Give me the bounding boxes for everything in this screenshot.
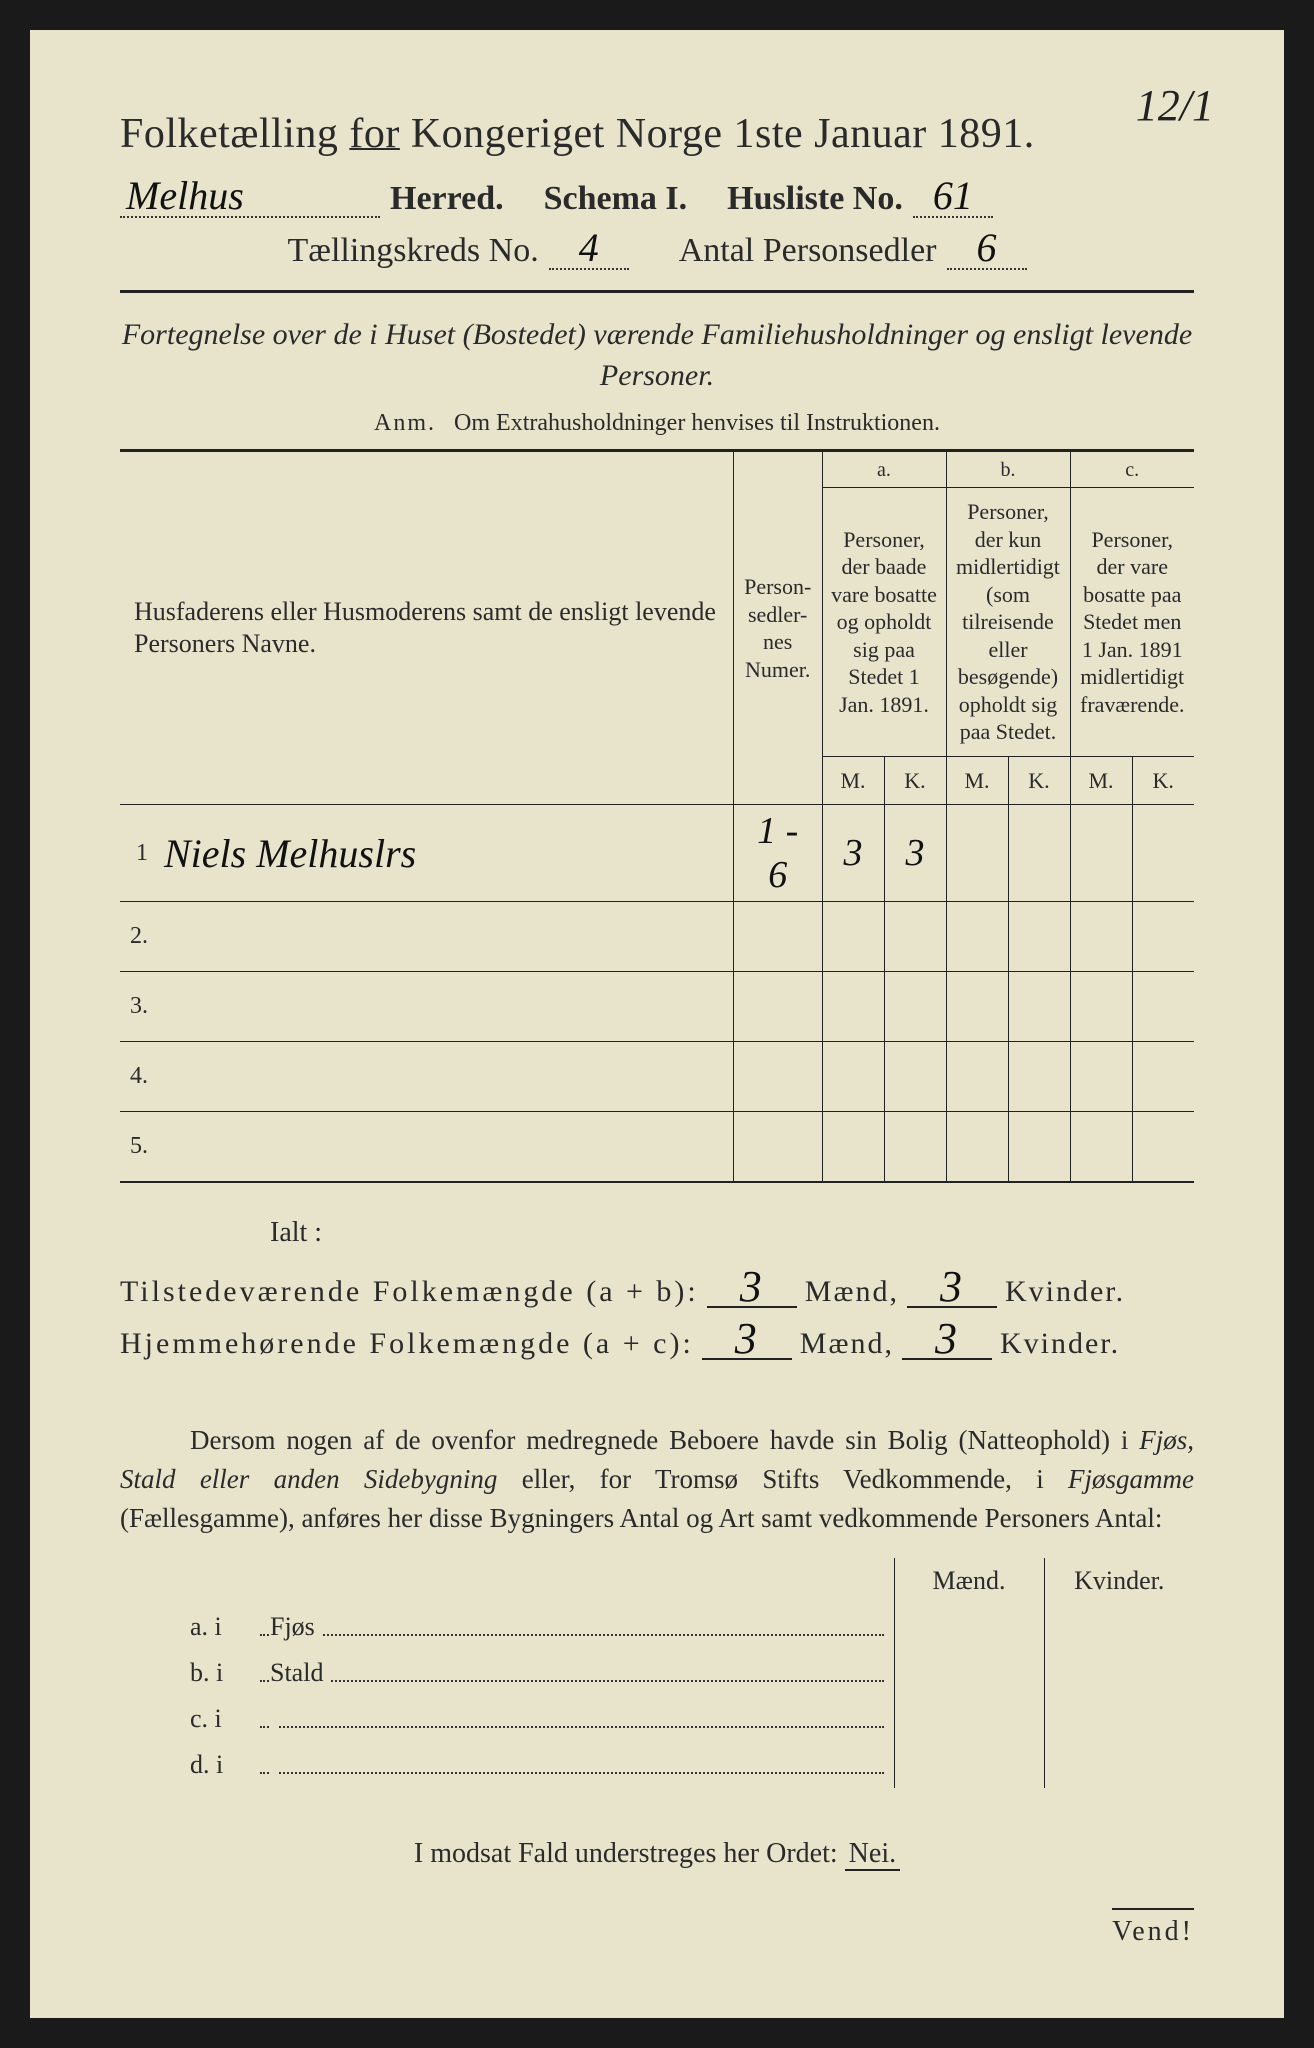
- row-a-m: 3: [822, 805, 884, 902]
- household-table: Husfaderens eller Husmoderens samt de en…: [120, 449, 1194, 1183]
- household-tbody: 1 Niels Melhuslrs 1 - 6 3 3 2. 3.: [120, 805, 1194, 1182]
- col-c-text: Personer, der vare bosatte paa Stedet me…: [1070, 488, 1194, 757]
- outbuilding-table: Mænd. Kvinder. a. i Fjøs b. i Stald c. i…: [120, 1558, 1194, 1788]
- row-c-m: [1070, 805, 1132, 902]
- nei-text: I modsat Fald understreges her Ordet:: [414, 1838, 838, 1869]
- schema-label: Schema I.: [544, 180, 688, 218]
- row-num: 1: [120, 805, 154, 902]
- row-num: 2.: [120, 902, 154, 972]
- ob-label: d. i: [120, 1742, 260, 1788]
- table-row: 1 Niels Melhuslrs 1 - 6 3 3: [120, 805, 1194, 902]
- kvinder-label: Kvinder.: [1005, 1275, 1125, 1309]
- row-name: [154, 1112, 733, 1182]
- row-name: [154, 902, 733, 972]
- line-kreds: Tællingskreds No. 4 Antal Personsedler 6: [120, 228, 1194, 270]
- maend-label: Mænd,: [800, 1327, 894, 1361]
- outbuilding-row: b. i Stald: [120, 1650, 1194, 1696]
- mk-kvinder-header: Kvinder.: [1044, 1558, 1194, 1604]
- kreds-value: 4: [549, 228, 629, 270]
- row-name: [154, 972, 733, 1042]
- herred-label: Herred.: [390, 180, 504, 218]
- row-num: 5.: [120, 1112, 154, 1182]
- antal-label: Antal Personsedler: [679, 232, 937, 270]
- divider: [120, 290, 1194, 293]
- ialt-label: Ialt :: [120, 1217, 1194, 1249]
- kreds-label: Tællingskreds No.: [288, 232, 539, 270]
- row-a-k: 3: [884, 805, 946, 902]
- totals-block: Tilstedeværende Folkemængde (a + b): 3 M…: [120, 1267, 1194, 1361]
- row-numer: [733, 902, 822, 972]
- ob-text: [260, 1742, 894, 1788]
- col-c-m: M.: [1070, 756, 1132, 805]
- anm-line: Anm. Om Extrahusholdninger henvises til …: [120, 410, 1194, 437]
- col-numer-header: Person- sedler- nes Numer.: [733, 451, 822, 805]
- nei-word: Nei.: [845, 1838, 900, 1871]
- totals-resident-m: 3: [702, 1319, 792, 1361]
- husliste-label: Husliste No.: [727, 180, 903, 218]
- row-name: Niels Melhuslrs: [154, 805, 733, 902]
- ob-text: Fjøs: [260, 1604, 894, 1650]
- col-b-label: b.: [946, 451, 1070, 488]
- col-b-text: Personer, der kun midlertidigt (som tilr…: [946, 488, 1070, 757]
- table-row: 3.: [120, 972, 1194, 1042]
- row-b-k: [1008, 805, 1070, 902]
- form-title: Folketælling for Kongeriget Norge 1ste J…: [120, 110, 1194, 158]
- vend-label: Vend!: [1112, 1908, 1194, 1948]
- title-rest: Kongeriget Norge 1ste Januar 1891.: [411, 111, 1035, 157]
- title-for: for: [349, 111, 399, 157]
- table-row: 2.: [120, 902, 1194, 972]
- kvinder-label: Kvinder.: [1000, 1327, 1120, 1361]
- ob-text: Stald: [260, 1650, 894, 1696]
- outbuilding-row: d. i: [120, 1742, 1194, 1788]
- ob-label: c. i: [120, 1696, 260, 1742]
- antal-value: 6: [947, 228, 1027, 270]
- census-form-page: 12/1 Folketælling for Kongeriget Norge 1…: [30, 30, 1284, 2018]
- col-c-label: c.: [1070, 451, 1194, 488]
- totals-resident-label: Hjemmehørende Folkemængde (a + c):: [120, 1327, 694, 1361]
- row-num: 4.: [120, 1042, 154, 1112]
- col-a-k: K.: [884, 756, 946, 805]
- outbuilding-paragraph: Dersom nogen af de ovenfor medregnede Be…: [120, 1421, 1194, 1538]
- table-row: 5.: [120, 1112, 1194, 1182]
- totals-present-k: 3: [907, 1267, 997, 1309]
- row-c-k: [1132, 805, 1194, 902]
- form-subtitle: Fortegnelse over de i Huset (Bostedet) v…: [120, 315, 1194, 396]
- ob-text: [260, 1696, 894, 1742]
- title-prefix: Folketælling: [120, 111, 338, 157]
- col-names-text: Husfaderens eller Husmoderens samt de en…: [134, 597, 716, 659]
- row-numer: 1 - 6: [733, 805, 822, 902]
- row-num: 3.: [120, 972, 154, 1042]
- col-c-k: K.: [1132, 756, 1194, 805]
- anm-text: Om Extrahusholdninger henvises til Instr…: [454, 410, 940, 436]
- row-name: [154, 1042, 733, 1112]
- col-a-m: M.: [822, 756, 884, 805]
- row-b-m: [946, 805, 1008, 902]
- col-b-k: K.: [1008, 756, 1070, 805]
- ob-label: a. i: [120, 1604, 260, 1650]
- totals-resident-k: 3: [902, 1319, 992, 1361]
- mk-maend-header: Mænd.: [894, 1558, 1044, 1604]
- anm-lead: Anm.: [374, 410, 436, 436]
- maend-label: Mænd,: [805, 1275, 899, 1309]
- nei-line: I modsat Fald understreges her Ordet: Ne…: [120, 1838, 1194, 1870]
- table-row: 4.: [120, 1042, 1194, 1112]
- outbuilding-row: c. i: [120, 1696, 1194, 1742]
- col-b-m: M.: [946, 756, 1008, 805]
- line-herred: Melhus Herred. Schema I. Husliste No. 61: [120, 176, 1194, 218]
- totals-row-resident: Hjemmehørende Folkemængde (a + c): 3 Mæn…: [120, 1319, 1194, 1361]
- outbuilding-row: a. i Fjøs: [120, 1604, 1194, 1650]
- totals-present-m: 3: [707, 1267, 797, 1309]
- ob-label: b. i: [120, 1650, 260, 1696]
- col-a-label: a.: [822, 451, 946, 488]
- totals-row-present: Tilstedeværende Folkemængde (a + b): 3 M…: [120, 1267, 1194, 1309]
- col-a-text: Personer, der baade vare bosatte og opho…: [822, 488, 946, 757]
- totals-present-label: Tilstedeværende Folkemængde (a + b):: [120, 1275, 699, 1309]
- col-names-header: Husfaderens eller Husmoderens samt de en…: [120, 451, 733, 805]
- corner-annotation: 12/1: [1136, 80, 1214, 131]
- herred-value: Melhus: [120, 176, 380, 218]
- husliste-value: 61: [913, 176, 993, 218]
